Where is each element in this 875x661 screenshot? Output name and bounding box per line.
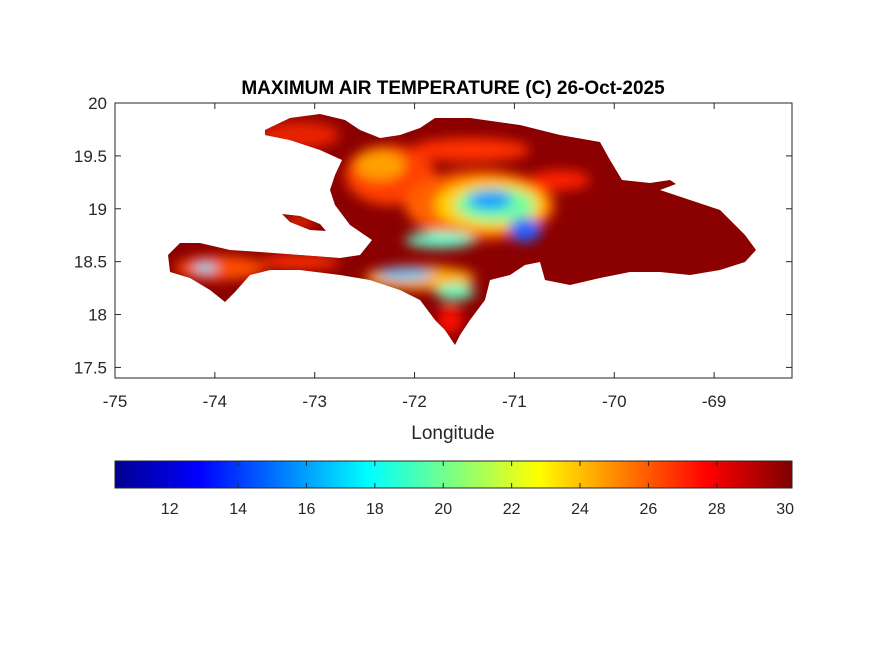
x-axis-label: Longitude bbox=[411, 423, 494, 444]
chart-title: MAXIMUM AIR TEMPERATURE (C) 26-Oct-2025 bbox=[241, 78, 665, 99]
x-tick-label: -69 bbox=[702, 392, 727, 411]
colorbar-tick-label: 14 bbox=[229, 501, 247, 518]
colorbar-ticks: 12 14 16 18 20 22 24 26 28 30 bbox=[161, 461, 794, 518]
x-axis: -75 -74 -73 -72 -71 -70 -69 bbox=[103, 103, 727, 411]
colorbar-tick-label: 20 bbox=[434, 501, 452, 518]
x-tick-label: -73 bbox=[302, 392, 327, 411]
colorbar-tick-label: 28 bbox=[708, 501, 726, 518]
x-tick-label: -72 bbox=[402, 392, 427, 411]
y-tick-label: 20 bbox=[88, 94, 107, 113]
temperature-map bbox=[168, 114, 756, 345]
x-tick-label: -71 bbox=[502, 392, 527, 411]
colorbar-tick-label: 24 bbox=[571, 501, 589, 518]
colorbar-tick-label: 22 bbox=[503, 501, 521, 518]
y-tick-label: 19.5 bbox=[74, 147, 107, 166]
colorbar-tick-label: 26 bbox=[639, 501, 657, 518]
colorbar-tick-label: 12 bbox=[161, 501, 179, 518]
x-tick-label: -74 bbox=[203, 392, 228, 411]
y-axis: 17.5 18 18.5 19 19.5 20 bbox=[74, 94, 792, 377]
y-tick-label: 18.5 bbox=[74, 253, 107, 272]
y-tick-label: 17.5 bbox=[74, 358, 107, 377]
x-tick-label: -75 bbox=[103, 392, 128, 411]
x-tick-label: -70 bbox=[602, 392, 627, 411]
colorbar-tick-label: 18 bbox=[366, 501, 384, 518]
colorbar-tick-label: 16 bbox=[298, 501, 316, 518]
colorbar bbox=[114, 460, 793, 489]
colorbar-tick-label: 30 bbox=[776, 501, 794, 518]
y-tick-label: 19 bbox=[88, 200, 107, 219]
y-tick-label: 18 bbox=[88, 306, 107, 325]
plot-area-frame bbox=[114, 102, 793, 379]
